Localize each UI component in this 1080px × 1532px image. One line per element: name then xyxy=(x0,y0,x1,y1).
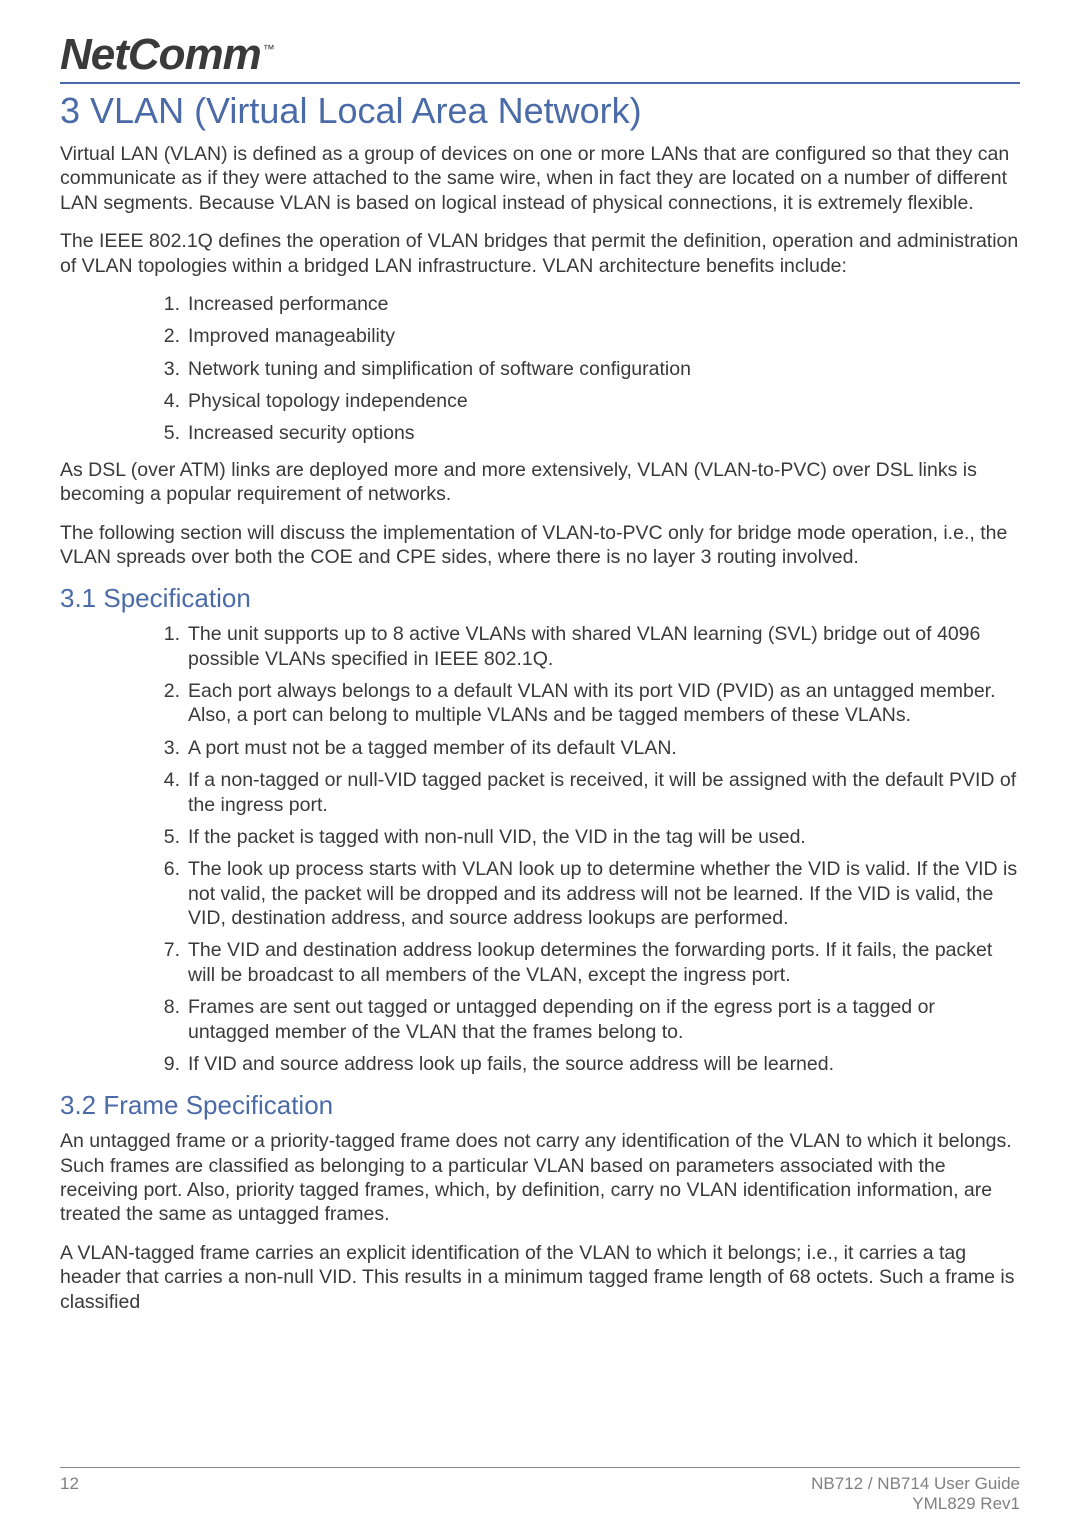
benefits-list: Increased performance Improved manageabi… xyxy=(160,292,1020,446)
intro-paragraph-4: The following section will discuss the i… xyxy=(60,521,1020,570)
logo-text: NetComm xyxy=(60,30,261,79)
specification-list: The unit supports up to 8 active VLANs w… xyxy=(160,622,1020,1076)
brand-logo: NetComm™ xyxy=(60,30,1020,80)
trademark-symbol: ™ xyxy=(263,42,274,56)
frame-paragraph-1: An untagged frame or a priority-tagged f… xyxy=(60,1129,1020,1227)
list-item: Network tuning and simplification of sof… xyxy=(160,357,1020,381)
section-3-2-title: 3.2 Frame Specification xyxy=(60,1090,1020,1121)
list-item: The unit supports up to 8 active VLANs w… xyxy=(160,622,1020,671)
header-divider xyxy=(60,82,1020,84)
revision: YML829 Rev1 xyxy=(811,1494,1020,1514)
page-title: 3 VLAN (Virtual Local Area Network) xyxy=(60,90,1020,132)
list-item: Improved manageability xyxy=(160,324,1020,348)
list-item: Increased performance xyxy=(160,292,1020,316)
list-item: Each port always belongs to a default VL… xyxy=(160,679,1020,728)
intro-paragraph-2: The IEEE 802.1Q defines the operation of… xyxy=(60,229,1020,278)
list-item: The look up process starts with VLAN loo… xyxy=(160,857,1020,930)
guide-name: NB712 / NB714 User Guide xyxy=(811,1474,1020,1494)
list-item: If VID and source address look up fails,… xyxy=(160,1052,1020,1076)
footer-right: NB712 / NB714 User Guide YML829 Rev1 xyxy=(811,1474,1020,1514)
list-item: Frames are sent out tagged or untagged d… xyxy=(160,995,1020,1044)
page-footer: 12 NB712 / NB714 User Guide YML829 Rev1 xyxy=(60,1467,1020,1514)
frame-paragraph-2: A VLAN-tagged frame carries an explicit … xyxy=(60,1241,1020,1314)
page-number: 12 xyxy=(60,1474,79,1514)
list-item: Physical topology independence xyxy=(160,389,1020,413)
list-item: A port must not be a tagged member of it… xyxy=(160,736,1020,760)
intro-paragraph-1: Virtual LAN (VLAN) is defined as a group… xyxy=(60,142,1020,215)
list-item: If a non-tagged or null-VID tagged packe… xyxy=(160,768,1020,817)
section-3-1-title: 3.1 Specification xyxy=(60,583,1020,614)
list-item: Increased security options xyxy=(160,421,1020,445)
list-item: If the packet is tagged with non-null VI… xyxy=(160,825,1020,849)
intro-paragraph-3: As DSL (over ATM) links are deployed mor… xyxy=(60,458,1020,507)
list-item: The VID and destination address lookup d… xyxy=(160,938,1020,987)
